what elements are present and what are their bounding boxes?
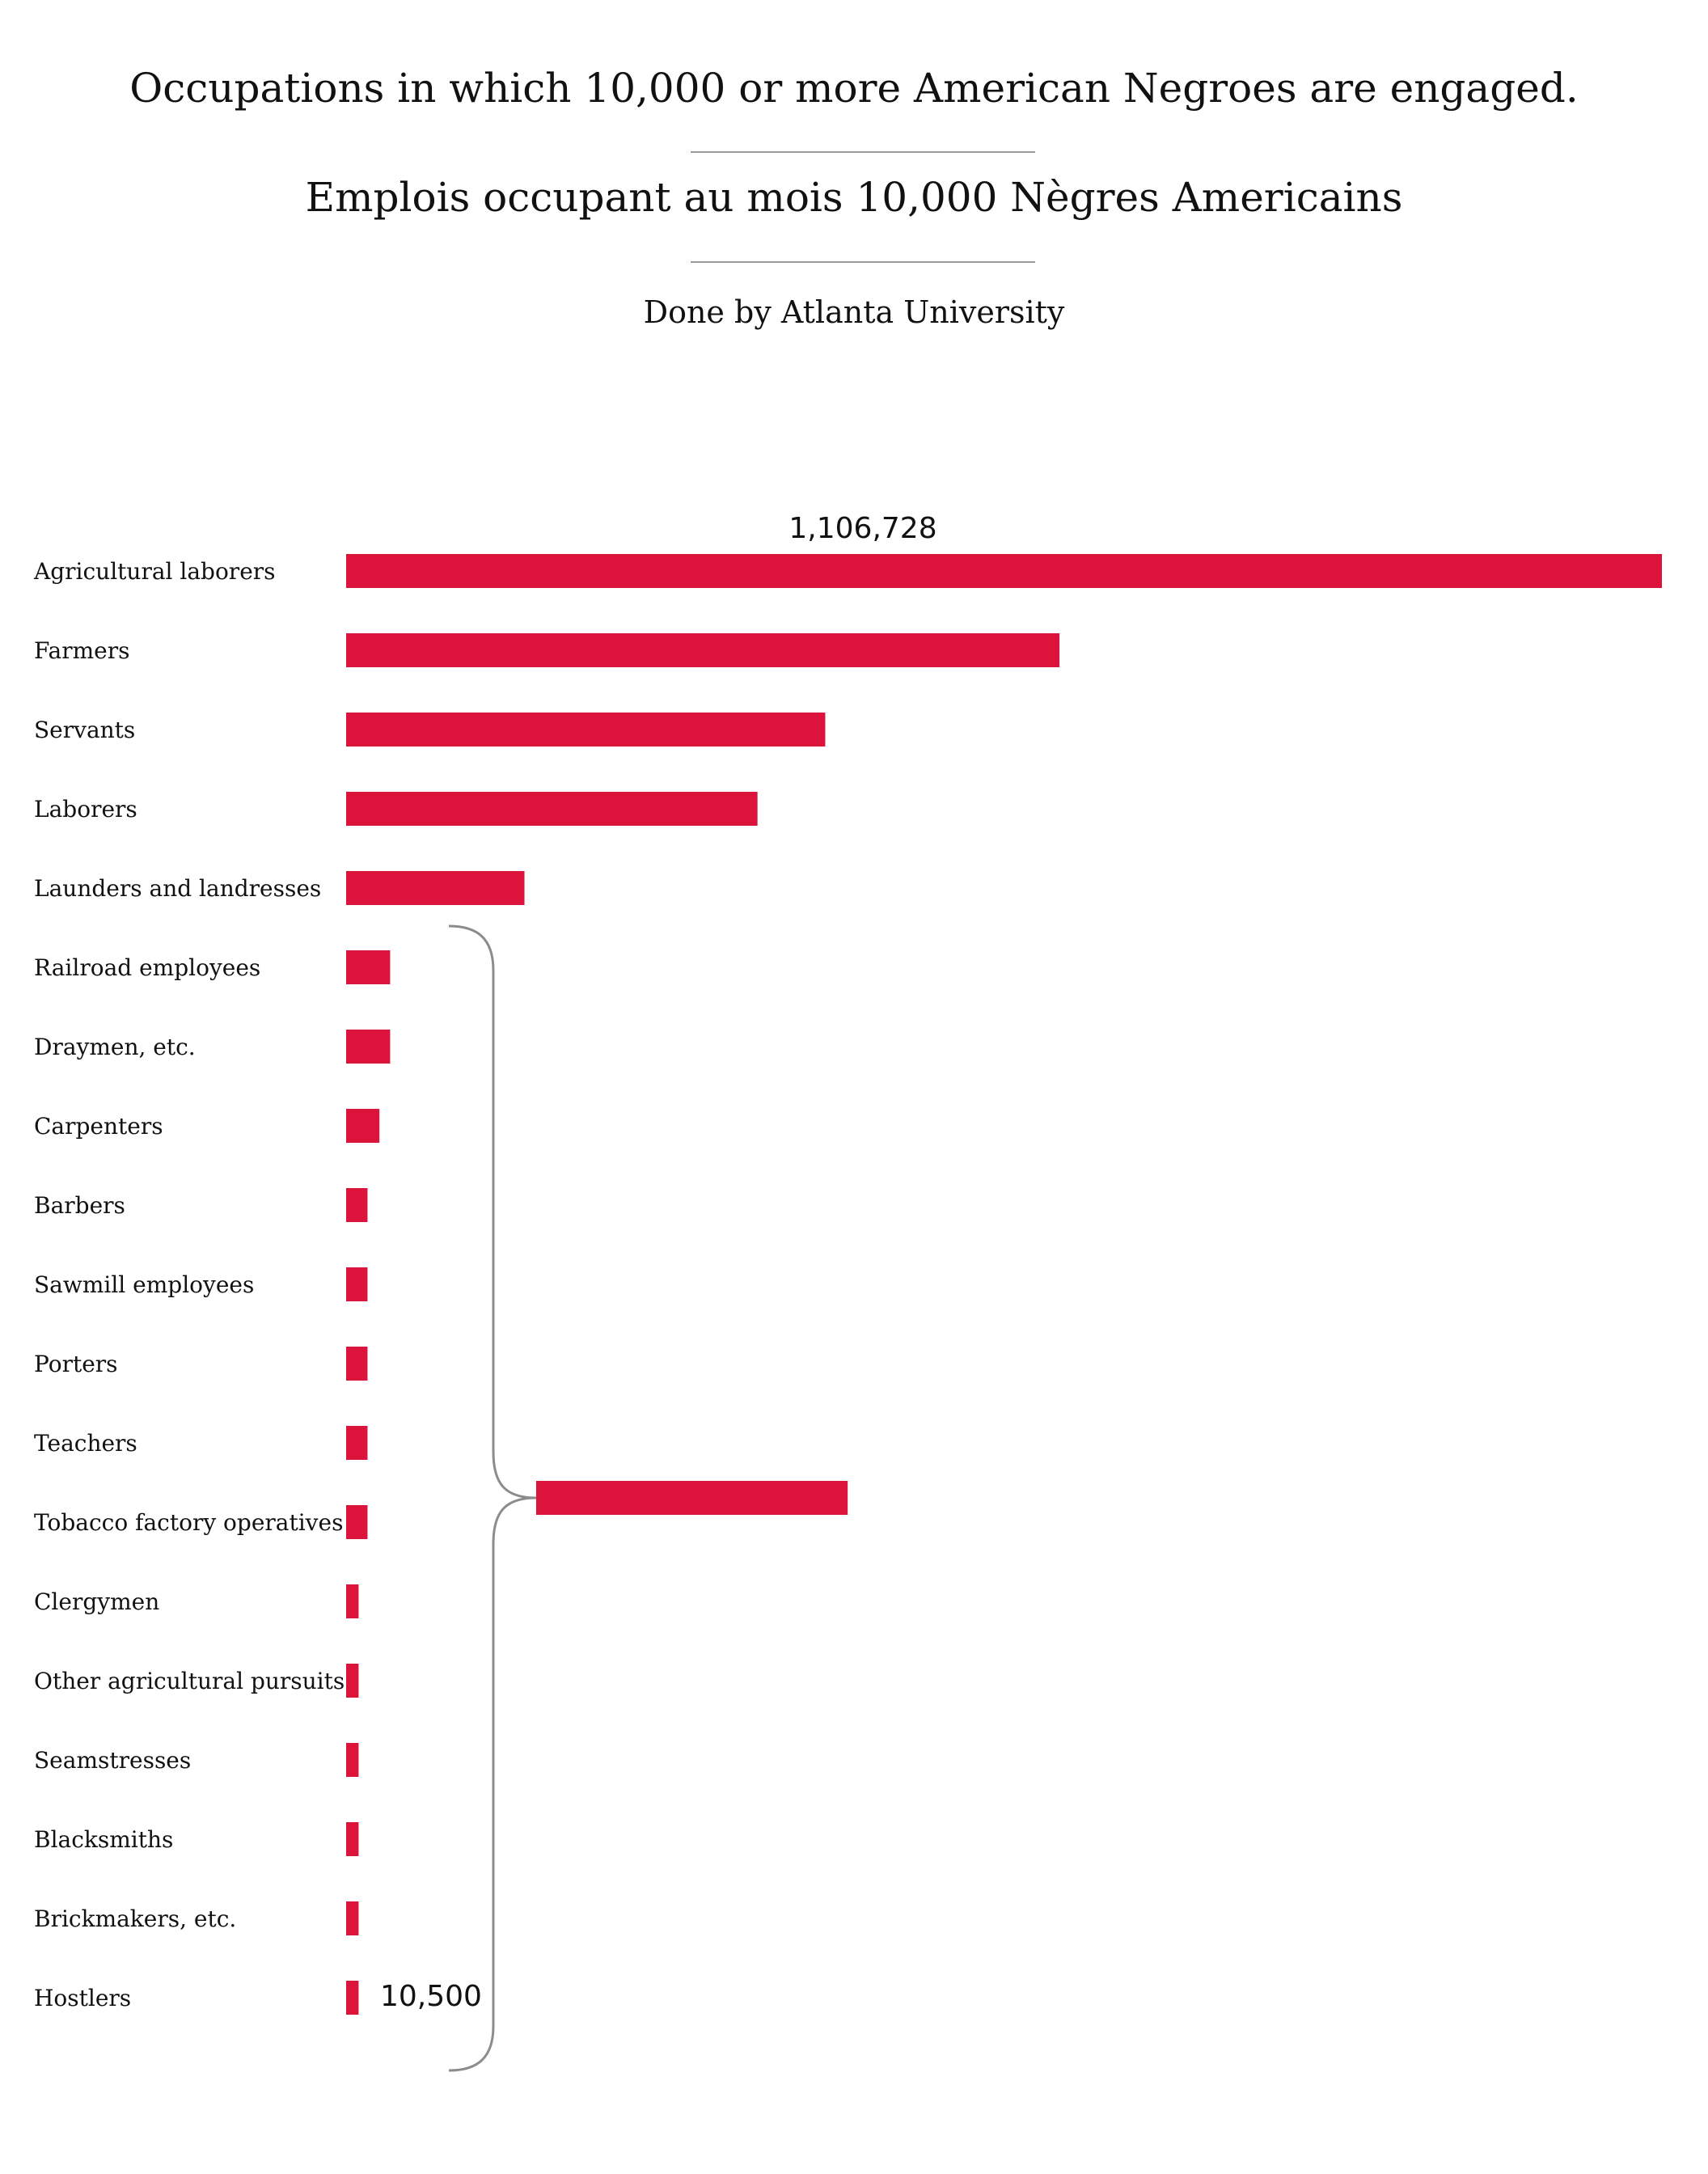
category-label-sawmill-employees: Sawmill employees — [34, 1271, 254, 1298]
category-label-teachers: Teachers — [34, 1430, 137, 1457]
bar-brickmakers-etc — [346, 1901, 359, 1935]
category-label-hostlers: Hostlers — [34, 1985, 131, 2011]
chart-title-french: Emplois occupant au mois 10,000 Nègres A… — [305, 174, 1403, 221]
bar-agricultural-laborers — [346, 554, 1662, 588]
bar-draymen-etc — [346, 1030, 391, 1064]
bar-teachers — [346, 1426, 368, 1460]
category-label-seamstresses: Seamstresses — [34, 1747, 191, 1774]
chart-source: Done by Atlanta University — [643, 294, 1065, 330]
bar-laborers — [346, 792, 758, 826]
bar-seamstresses — [346, 1743, 359, 1777]
category-label-blacksmiths: Blacksmiths — [34, 1826, 173, 1853]
data-label-max: 1,106,728 — [788, 512, 936, 545]
category-label-draymen-etc: Draymen, etc. — [34, 1034, 196, 1060]
bar-servants — [346, 713, 826, 747]
bar-barbers — [346, 1188, 368, 1222]
category-label-porters: Porters — [34, 1351, 118, 1377]
category-label-barbers: Barbers — [34, 1192, 125, 1219]
bar-clergymen — [346, 1584, 359, 1618]
bar-carpenters — [346, 1109, 380, 1143]
category-label-launders-and-landresses: Launders and landresses — [34, 875, 321, 902]
bar-tobacco-factory-operatives — [346, 1505, 368, 1539]
title-divider-1 — [691, 151, 1035, 153]
bar-porters — [346, 1347, 368, 1381]
bar-farmers — [346, 633, 1060, 667]
bar-blacksmiths — [346, 1822, 359, 1856]
category-label-agricultural-laborers: Agricultural laborers — [33, 558, 276, 585]
category-label-servants: Servants — [34, 717, 135, 743]
bar-sawmill-employees — [346, 1267, 368, 1301]
category-label-tobacco-factory-operatives: Tobacco factory operatives — [34, 1509, 343, 1536]
category-label-clergymen: Clergymen — [34, 1588, 159, 1615]
bar-other-agricultural-pursuits — [346, 1664, 359, 1698]
data-label-min: 10,500 — [380, 1980, 482, 2013]
bar-launders-and-landresses — [346, 871, 525, 905]
category-label-carpenters: Carpenters — [34, 1113, 163, 1140]
category-label-railroad-employees: Railroad employees — [34, 954, 260, 981]
title-divider-2 — [691, 261, 1035, 263]
category-label-laborers: Laborers — [34, 796, 137, 823]
category-label-brickmakers-etc: Brickmakers, etc. — [34, 1905, 236, 1932]
chart-title-english: Occupations in which 10,000 or more Amer… — [129, 65, 1579, 112]
category-label-other-agricultural-pursuits: Other agricultural pursuits — [34, 1668, 345, 1694]
bar-grouped-total — [536, 1481, 848, 1515]
bar-hostlers — [346, 1981, 359, 2015]
group-bracket — [448, 924, 537, 2072]
bar-railroad-employees — [346, 950, 391, 984]
category-label-farmers: Farmers — [34, 637, 129, 664]
